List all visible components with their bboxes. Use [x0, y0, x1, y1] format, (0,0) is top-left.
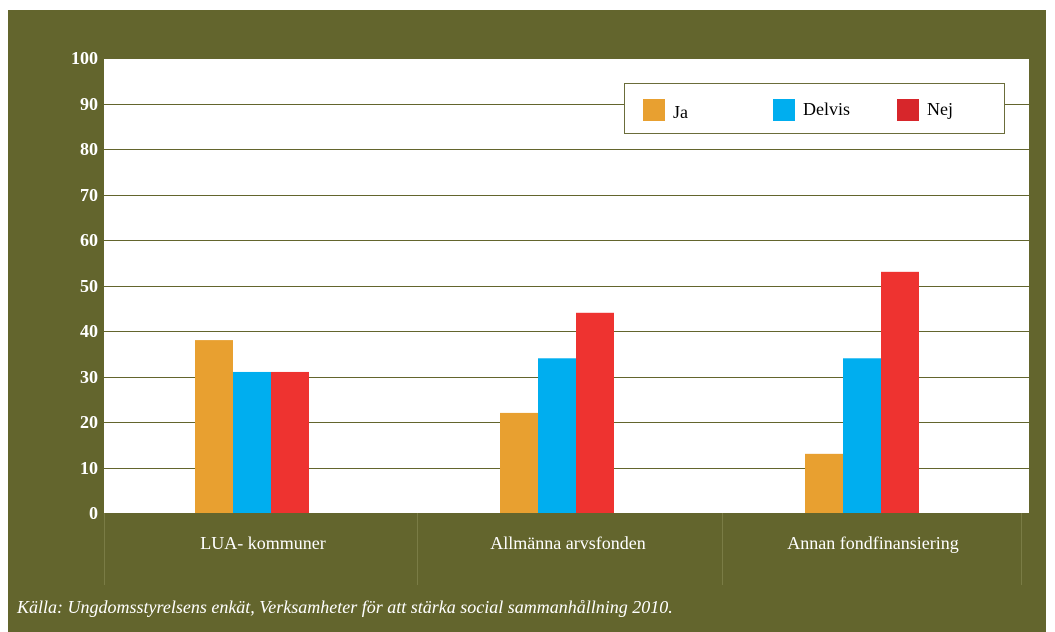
- legend-swatch: [773, 99, 795, 121]
- x-tick-label: Allmänna arvsfonden: [490, 533, 646, 553]
- x-tick-label: LUA- kommuner: [200, 533, 326, 553]
- bar-ja-1: [500, 412, 538, 513]
- chart-figure: 0 10 20 30 40 50 60 70 80 90 100 LUA- kommuner All…: [8, 10, 1046, 632]
- y-tick-label: 90: [80, 93, 98, 114]
- y-tick-label: 10: [80, 457, 98, 478]
- y-tick-label: 70: [80, 184, 98, 205]
- y-tick-label: 40: [80, 321, 98, 341]
- y-tick-label: 0: [89, 503, 98, 523]
- bar-ja-2: [805, 453, 843, 513]
- x-tick-label: Annan fondfinansiering: [787, 533, 959, 553]
- y-tick-label: 30: [80, 366, 98, 387]
- bar-nej-1: [576, 312, 614, 513]
- legend-label: Delvis: [803, 99, 850, 119]
- chart-canvas: [104, 58, 1029, 513]
- legend-label: Ja: [673, 102, 688, 122]
- x-axis-divider: [1021, 513, 1022, 585]
- y-tick-label: 20: [80, 412, 98, 432]
- bar-nej-0: [271, 371, 309, 513]
- legend: Ja Delvis Nej: [624, 83, 1005, 134]
- bar-ja-0: [195, 340, 233, 513]
- y-tick-label: 50: [80, 275, 98, 296]
- bar-delvis-0: [233, 371, 271, 513]
- y-tick-label: 60: [80, 230, 98, 250]
- legend-label: Nej: [927, 99, 953, 119]
- x-axis-divider: [104, 513, 105, 585]
- bar-nej-2: [881, 271, 919, 513]
- x-axis-divider: [417, 513, 418, 585]
- bar-delvis-1: [538, 358, 576, 513]
- y-tick-label: 100: [71, 48, 98, 68]
- bar-delvis-2: [843, 358, 881, 513]
- source-note: Källa: Ungdomsstyrelsens enkät, Verksamh…: [17, 597, 673, 617]
- y-tick-label: 80: [80, 139, 98, 159]
- legend-swatch: [897, 99, 919, 121]
- legend-swatch: [643, 99, 665, 121]
- x-axis-divider: [722, 513, 723, 585]
